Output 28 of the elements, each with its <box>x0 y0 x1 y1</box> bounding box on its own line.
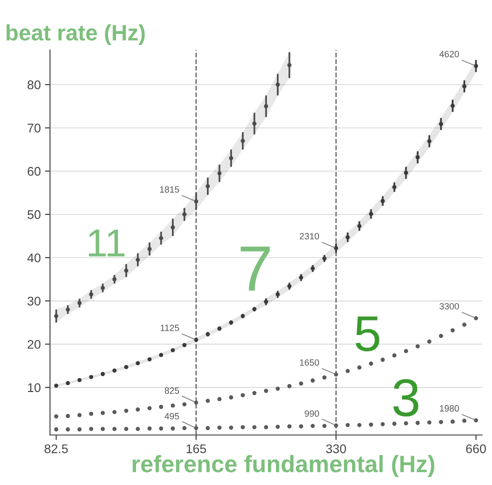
y-tick-label: 80 <box>28 80 40 90</box>
y-axis-title: beat rate (Hz) <box>6 24 145 45</box>
x-tick-label: 330 <box>326 444 346 454</box>
y-tick-label: 70 <box>28 124 40 133</box>
y-tick-label: 30 <box>28 296 40 306</box>
series-label: 7 <box>240 246 270 291</box>
annotation: 495 <box>164 412 180 420</box>
annotation: 3300 <box>440 303 459 310</box>
y-tick-label: 50 <box>28 210 40 220</box>
annotation: 1650 <box>300 359 320 366</box>
series-label: 11 <box>88 230 124 256</box>
annotation: 1980 <box>440 405 459 412</box>
y-tick-label: 10 <box>28 383 40 392</box>
x-tick-label: 660 <box>466 444 486 454</box>
annotation: 1125 <box>160 324 180 332</box>
annotation: 2310 <box>300 233 320 240</box>
series-label: 5 <box>356 316 380 352</box>
y-tick-label: 40 <box>27 253 40 262</box>
annotation: 990 <box>304 410 320 417</box>
x-tick-label: 165 <box>186 444 206 454</box>
y-tick-label: 60 <box>28 166 40 176</box>
x-axis-title: reference fundamental (Hz) <box>132 455 434 478</box>
annotation: 4620 <box>439 50 459 58</box>
y-tick-label: 20 <box>28 340 40 349</box>
annotation: 825 <box>164 387 180 394</box>
annotation: 1815 <box>160 186 180 193</box>
series-label: 3 <box>393 379 418 416</box>
x-tick-label: 82.5 <box>44 444 68 454</box>
